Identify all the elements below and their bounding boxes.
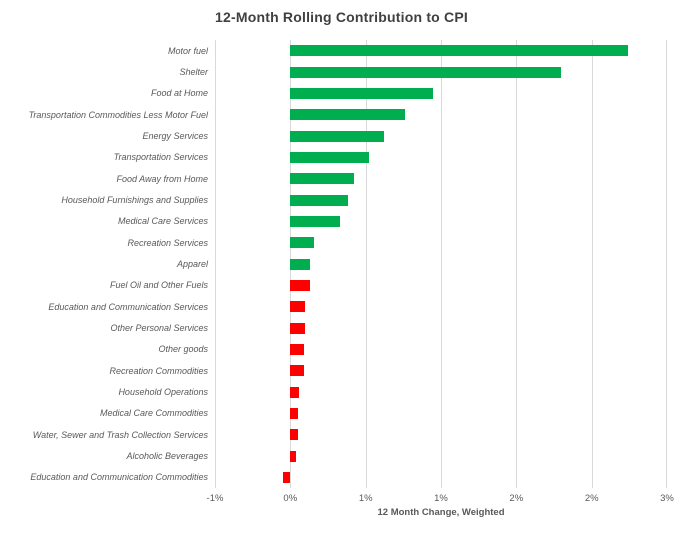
bar: [290, 87, 434, 99]
bar: [290, 109, 405, 121]
bar: [290, 386, 300, 398]
category-label: Food at Home: [150, 88, 208, 99]
category-label: Energy Services: [142, 130, 208, 141]
category-label: Other goods: [158, 344, 208, 355]
category-label: Household Operations: [118, 386, 208, 397]
category-label: Apparel: [176, 258, 208, 269]
category-label: Medical Care Commodities: [99, 408, 208, 419]
category-label: Household Furnishings and Supplies: [61, 194, 208, 205]
bar: [290, 194, 348, 206]
gridline: [366, 40, 367, 488]
gridline: [592, 40, 593, 488]
category-label: Recreation Commodities: [109, 365, 208, 376]
category-label: Education and Communication Services: [48, 301, 208, 312]
category-label: Water, Sewer and Trash Collection Servic…: [32, 429, 208, 440]
category-label: Transportation Commodities Less Motor Fu…: [28, 109, 208, 120]
x-axis-tick-label: 3%: [660, 493, 674, 504]
category-axis-labels: Motor fuel Shelter Food at Home Transportat…: [0, 40, 208, 488]
bar: [290, 343, 304, 355]
bar: [282, 471, 291, 483]
plot-area: [215, 40, 667, 488]
x-axis-tick-labels: -1% 0% 1% 1% 2% 2% 3%: [207, 493, 674, 505]
x-axis-tick-label: -1%: [206, 493, 224, 504]
category-label: Education and Communication Commodities: [30, 472, 208, 483]
bar: [290, 322, 306, 334]
bar: [290, 450, 297, 462]
bar: [290, 130, 384, 142]
category-label: Other Personal Services: [110, 322, 208, 333]
x-axis-tick-label: 1%: [434, 493, 448, 504]
category-label: Recreation Services: [127, 237, 208, 248]
x-axis-tick-label: 2%: [584, 493, 599, 504]
gridline: [441, 40, 442, 488]
bar: [290, 365, 304, 377]
category-label: Food Away from Home: [116, 173, 208, 184]
gridline: [516, 40, 517, 488]
category-label: Shelter: [179, 66, 208, 77]
x-axis-tick-label: 1%: [358, 493, 373, 504]
x-axis-tick-label: 2%: [509, 493, 524, 504]
x-axis-title: 12 Month Change, Weighted: [377, 507, 505, 518]
x-axis-tick-label: 0%: [283, 493, 298, 504]
bar: [290, 151, 369, 163]
bar: [290, 66, 562, 78]
bar: [290, 45, 628, 57]
bar: [290, 258, 310, 270]
category-label: Motor fuel: [167, 45, 208, 56]
category-label: Transportation Services: [113, 152, 208, 163]
bar: [290, 237, 315, 249]
bar: [290, 279, 310, 291]
gridline: [215, 40, 216, 488]
category-label: Fuel Oil and Other Fuels: [109, 280, 208, 291]
bar: [290, 301, 306, 313]
category-label: Medical Care Services: [117, 216, 208, 227]
gridline: [666, 40, 667, 488]
bar: [290, 429, 298, 441]
category-label: Alcoholic Beverages: [126, 450, 208, 461]
bar: [290, 173, 354, 185]
chart-title: 12-Month Rolling Contribution to CPI: [215, 9, 468, 25]
bar: [290, 215, 340, 227]
bar: [290, 407, 298, 419]
